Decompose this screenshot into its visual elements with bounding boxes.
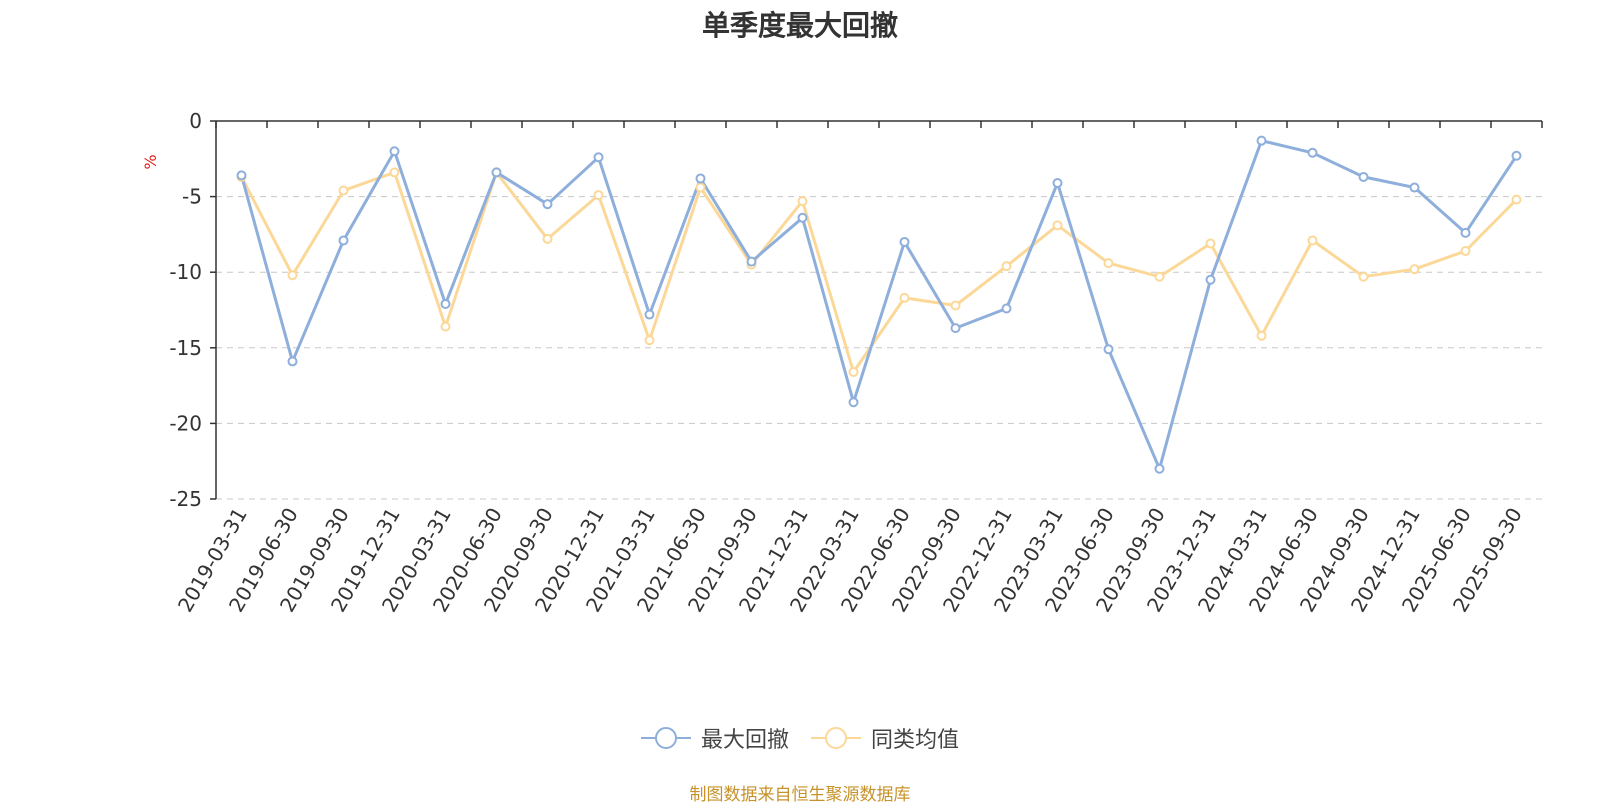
- y-axis-label: %: [141, 154, 160, 169]
- data-point-series-1[interactable]: [1511, 150, 1522, 161]
- data-point-series-2[interactable]: [1205, 238, 1216, 249]
- data-point-series-1[interactable]: [389, 146, 400, 157]
- legend-item-peer-average[interactable]: 同类均值: [811, 722, 959, 754]
- series-lines: [240, 139, 1518, 471]
- data-point-series-1[interactable]: [1460, 227, 1471, 238]
- legend-series-2-icon: [811, 727, 861, 749]
- grid-lines: [216, 196, 1542, 500]
- data-point-series-1[interactable]: [950, 323, 961, 334]
- data-point-series-1[interactable]: [644, 309, 655, 320]
- data-point-series-2[interactable]: [542, 233, 553, 244]
- series-line-1: [240, 139, 1518, 471]
- data-point-series-1[interactable]: [542, 199, 553, 210]
- y-tick-label: -5: [182, 185, 202, 209]
- data-point-series-2[interactable]: [644, 335, 655, 346]
- data-point-series-2[interactable]: [1460, 246, 1471, 257]
- data-point-series-2[interactable]: [1409, 264, 1420, 275]
- data-point-series-2[interactable]: [389, 167, 400, 178]
- data-point-series-2[interactable]: [593, 190, 604, 201]
- data-point-series-2[interactable]: [797, 196, 808, 207]
- data-point-series-1[interactable]: [236, 170, 247, 181]
- source-note: 制图数据来自恒生聚源数据库: [689, 785, 911, 805]
- data-point-series-2[interactable]: [287, 270, 298, 281]
- data-point-series-1[interactable]: [695, 173, 706, 184]
- data-point-series-1[interactable]: [287, 356, 298, 367]
- data-point-series-2[interactable]: [950, 300, 961, 311]
- data-point-series-1[interactable]: [440, 298, 451, 309]
- data-point-series-1[interactable]: [1154, 463, 1165, 474]
- data-point-series-2[interactable]: [695, 182, 706, 193]
- data-point-series-1[interactable]: [1409, 182, 1420, 193]
- legend-series-1-icon: [640, 727, 691, 749]
- data-point-series-1[interactable]: [1052, 177, 1063, 188]
- data-point-series-2[interactable]: [899, 292, 910, 303]
- data-point-series-1[interactable]: [746, 256, 757, 267]
- data-point-series-1[interactable]: [593, 152, 604, 163]
- data-point-series-2[interactable]: [1001, 261, 1012, 272]
- data-point-series-1[interactable]: [1205, 274, 1216, 285]
- y-tick-label: -25: [169, 487, 202, 511]
- data-point-series-2[interactable]: [1256, 330, 1267, 341]
- legend-label-peer-average: 同类均值: [871, 728, 960, 753]
- series-line-2: [240, 170, 1518, 374]
- data-point-series-1[interactable]: [797, 212, 808, 223]
- data-point-series-2[interactable]: [1154, 271, 1165, 282]
- data-point-series-1[interactable]: [1001, 303, 1012, 314]
- data-point-series-2[interactable]: [338, 185, 349, 196]
- data-point-series-2[interactable]: [440, 321, 451, 332]
- line-chart: 0-5-10-15-20-252019-03-312019-06-302019-…: [141, 109, 1543, 616]
- data-point-series-1[interactable]: [1307, 147, 1318, 158]
- chart-title: 单季度最大回撤: [701, 9, 898, 42]
- y-tick-label: -20: [169, 411, 202, 435]
- y-tick-label: -10: [169, 260, 202, 284]
- data-point-series-1[interactable]: [899, 236, 910, 247]
- legend-label-max-drawdown: 最大回撤: [700, 728, 789, 753]
- data-point-series-1[interactable]: [1256, 135, 1267, 146]
- data-point-series-1[interactable]: [1358, 171, 1369, 182]
- data-point-series-2[interactable]: [1307, 235, 1318, 246]
- data-point-series-2[interactable]: [1511, 194, 1522, 205]
- data-point-series-2[interactable]: [1103, 258, 1114, 269]
- data-point-series-2[interactable]: [1358, 271, 1369, 282]
- legend-item-max-drawdown[interactable]: 最大回撤: [640, 722, 789, 754]
- data-point-series-1[interactable]: [848, 397, 859, 408]
- y-tick-label: 0: [189, 109, 202, 133]
- legend: 最大回撤 同类均值: [0, 722, 1600, 754]
- data-point-series-2[interactable]: [1052, 220, 1063, 231]
- data-points: [236, 135, 1522, 474]
- y-tick-label: -15: [169, 336, 202, 360]
- data-point-series-1[interactable]: [491, 167, 502, 178]
- data-point-series-1[interactable]: [338, 235, 349, 246]
- data-point-series-2[interactable]: [848, 366, 859, 377]
- data-point-series-1[interactable]: [1103, 344, 1114, 355]
